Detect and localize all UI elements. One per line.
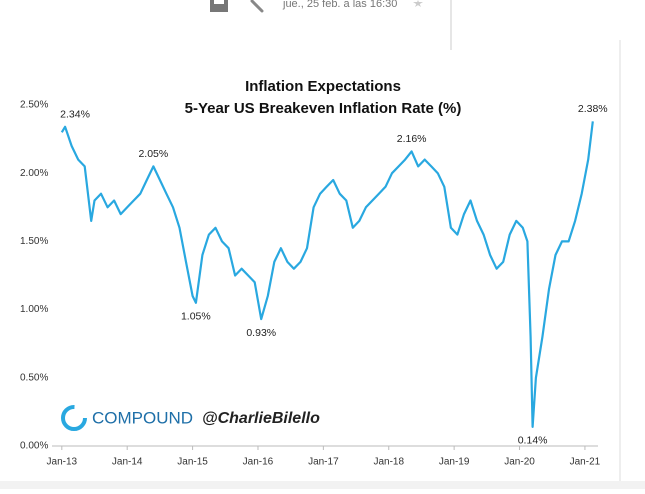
annotation: 2.38% (578, 103, 608, 115)
y-tick-label: 1.50% (20, 236, 48, 247)
chart-title: Inflation Expectations (245, 78, 401, 95)
x-tick-label: Jan-14 (112, 457, 143, 468)
y-tick-label: 2.50% (20, 100, 48, 111)
annotation: 0.93% (246, 327, 276, 339)
y-tick-label: 1.00% (20, 304, 48, 315)
attach-icon[interactable] (250, 0, 264, 13)
date: jue., 25 feb. a las 16:30 (282, 0, 397, 10)
annotation: 2.16% (397, 133, 427, 145)
x-tick-label: Jan-18 (373, 457, 404, 468)
y-tick-label: 2.00% (20, 168, 48, 179)
annotation: 2.05% (138, 148, 168, 160)
x-tick-label: Jan-13 (47, 457, 78, 468)
y-tick-label: 0.00% (20, 441, 48, 452)
brand: COMPOUND (92, 408, 193, 427)
x-tick-label: Jan-15 (177, 457, 208, 468)
y-tick-label: 0.50% (20, 372, 48, 383)
line (60, 121, 594, 428)
footer-strip (0, 481, 645, 489)
x-tick-label: Jan-19 (439, 457, 470, 468)
x-tick-label: Jan-21 (570, 457, 601, 468)
x-tick-label: Jan-16 (243, 457, 274, 468)
print-icon-slot (214, 0, 224, 4)
annotation: 1.05% (181, 311, 211, 323)
annotation: 0.14% (518, 435, 548, 447)
x-tick-label: Jan-17 (308, 457, 339, 468)
star-icon[interactable] (413, 0, 423, 7)
watermark: COMPOUND @CharlieBilello (61, 405, 320, 431)
x-tick-label: Jan-20 (504, 457, 535, 468)
annotation: 2.34% (60, 109, 90, 121)
chart-subtitle: 5-Year US Breakeven Inflation Rate (%) (185, 100, 462, 117)
logo (61, 405, 87, 431)
handle: @CharlieBilello (202, 410, 320, 427)
